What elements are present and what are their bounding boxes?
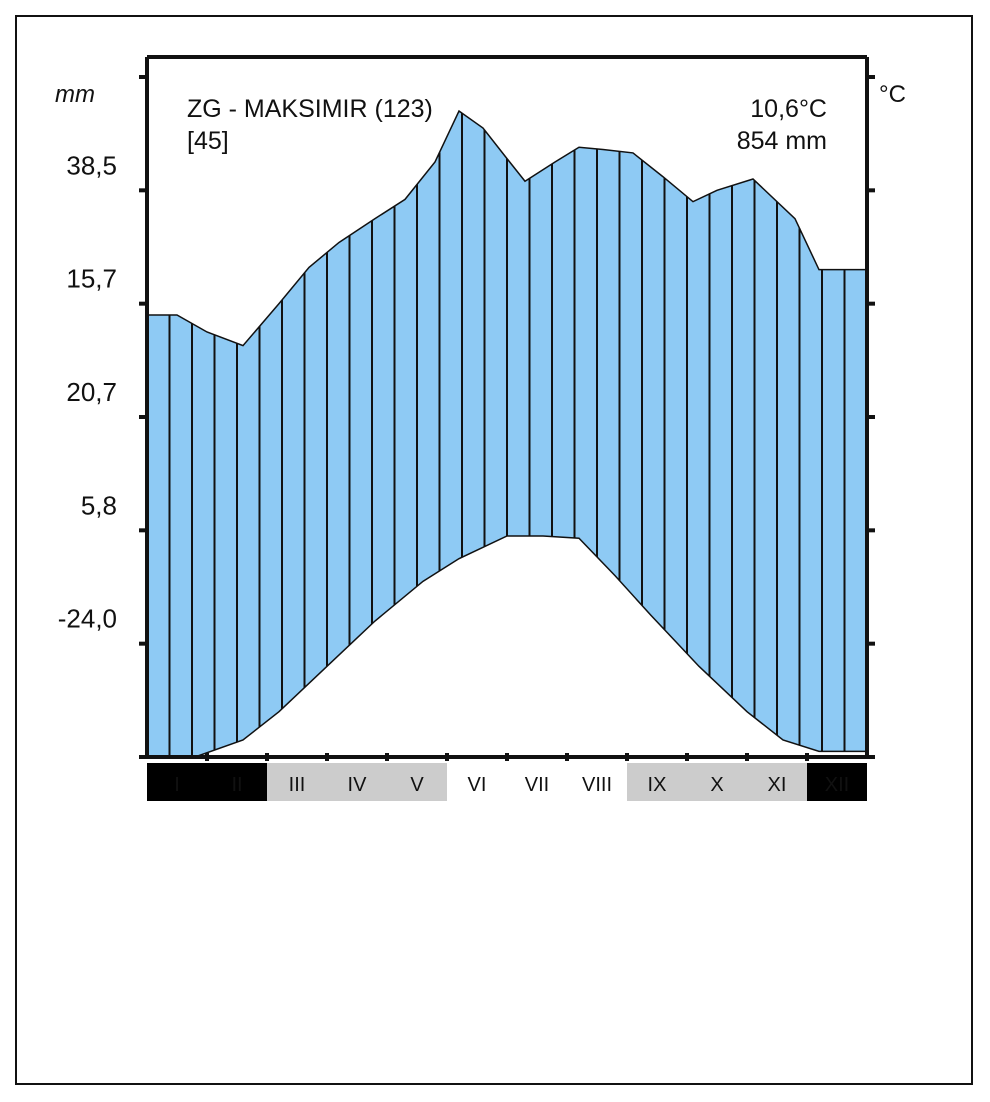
month-label: IV [348,774,368,796]
month-label: I [174,774,180,796]
month-band [627,763,687,801]
y-tick-label: 15,7 [66,264,117,294]
month-band [327,763,387,801]
month-label: V [410,774,424,796]
temperature-curve [147,535,867,758]
left-unit-label: mm [55,81,95,108]
precipitation-curve [147,109,867,347]
month-band [447,763,507,801]
observation-years: [45] [187,127,229,155]
month-label: XII [825,774,849,796]
month-band [147,763,207,801]
chart-frame: mm °C ZG - MAKSIMIR (123) [45] 10,6°C 85… [15,15,973,1085]
month-label: VI [468,774,487,796]
month-band [387,763,447,801]
mean-temperature: 10,6°C [750,95,827,123]
station-name: ZG - MAKSIMIR (123) [187,95,433,123]
y-tick-label: 5,8 [81,490,117,520]
month-band [807,763,867,801]
month-band [567,763,627,801]
month-band [687,763,747,801]
climate-diagram: mm °C ZG - MAKSIMIR (123) [45] 10,6°C 85… [55,55,906,801]
y-tick-label: 38,5 [66,150,117,180]
y-tick-label: -24,0 [58,604,117,634]
month-band [267,763,327,801]
month-label: VII [525,774,549,796]
month-band [747,763,807,801]
y-tick-label: 20,7 [66,377,117,407]
month-label: X [710,774,723,796]
annual-precipitation: 854 mm [737,127,827,155]
month-label: XI [768,774,787,796]
month-label: IX [648,774,667,796]
right-unit-label: °C [879,81,906,108]
month-label: II [231,774,242,796]
month-label: III [289,774,306,796]
month-band [207,763,267,801]
month-band [507,763,567,801]
month-label: VIII [582,774,612,796]
